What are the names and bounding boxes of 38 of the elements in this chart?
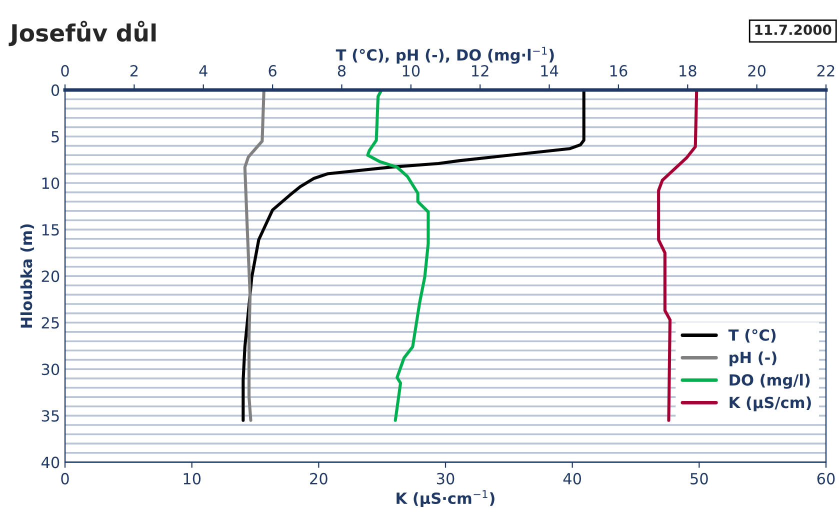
y-tick-label: 20: [42, 270, 60, 282]
x2-tick-label: 6: [268, 65, 276, 77]
x2-tick-label: 22: [817, 65, 834, 76]
y-tick-label: 10: [42, 177, 60, 190]
chart-title: Josefův důl: [8, 20, 156, 46]
y-tick-label: 15: [42, 224, 59, 236]
y-tick-label: 35: [42, 410, 59, 422]
x-tick-label: 30: [436, 472, 454, 484]
legend-label: DO (mg/l): [730, 374, 810, 389]
x2-tick-label: 8: [338, 65, 346, 77]
x2-axis-title: T (°C), pH (-), DO (mg·l$^{−1}$): [336, 46, 554, 64]
x-tick-label: 10: [184, 472, 201, 484]
legend-label: K (µS/cm): [730, 396, 811, 412]
y-tick-label: 5: [52, 131, 59, 143]
text: 11.7.2000: [755, 24, 832, 36]
x2-tick-label: 2: [130, 65, 138, 76]
x2-tick-label: 16: [610, 65, 628, 77]
x-tick-label: 20: [310, 472, 328, 484]
x2-tick-label: 14: [541, 65, 558, 76]
line-series: [657, 90, 698, 422]
x2-tick-label: 10: [402, 65, 420, 77]
x2-tick-label: 18: [680, 65, 696, 77]
x-tick-label: 0: [61, 472, 69, 484]
x-tick-label: 60: [817, 472, 835, 484]
y-tick-label: 40: [41, 456, 60, 468]
y-tick-label: 30: [42, 364, 60, 376]
x2-tick-label: 20: [748, 65, 766, 77]
legend-label: pH (-): [730, 351, 776, 366]
x2-tick-label: 12: [472, 65, 488, 76]
y-tick-label: 25: [42, 317, 59, 329]
x2-tick-label: 4: [199, 65, 208, 76]
y-axis-title: Hloubka (m): [20, 224, 34, 328]
x-axis-title: K (µS·cm$^{−1}$): [396, 490, 494, 508]
legend-label: T (°C): [728, 329, 776, 343]
x2-tick-label: 0: [61, 65, 69, 77]
x-tick-label: 50: [690, 472, 708, 484]
y-tick-label: 0: [51, 84, 60, 96]
x-tick-label: 40: [563, 472, 582, 484]
